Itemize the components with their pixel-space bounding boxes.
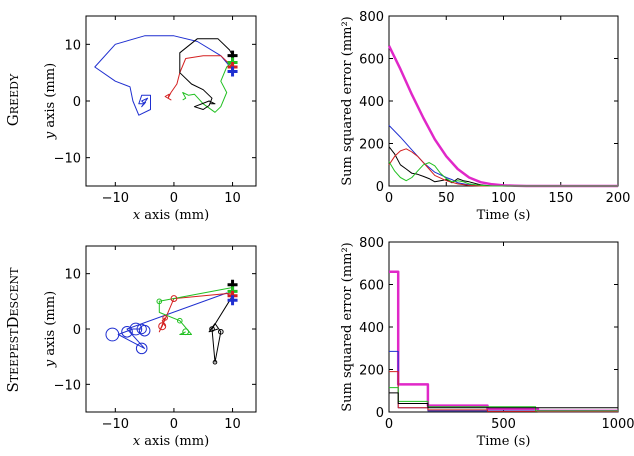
waypoint-black (212, 359, 218, 365)
x-tick-label: 0 (170, 417, 178, 432)
y-tick-label: 0 (376, 180, 384, 195)
x-tick-label: 1000 (601, 417, 634, 432)
series-red (164, 55, 233, 101)
waypoint-red (158, 322, 167, 331)
row-label-steepest-descent: STEEPESTDESCENT (4, 267, 22, 393)
waypoint-blue (121, 325, 133, 338)
waypoint-green (176, 317, 183, 324)
x-tick-label: 0 (385, 191, 393, 206)
x-tick-label: 150 (548, 191, 573, 206)
start-marker-blue (227, 295, 238, 306)
waypoint-green (156, 298, 163, 305)
series-blue (117, 292, 233, 349)
waypoint-black (209, 326, 215, 332)
y-tick-label: 10 (64, 268, 81, 283)
start-marker-blue (227, 66, 238, 77)
series-blue (94, 35, 233, 116)
y-tick-label: 400 (359, 321, 384, 336)
series-red (389, 371, 618, 412)
y-tick-label: 10 (64, 38, 81, 53)
x-tick-label: 50 (438, 191, 455, 206)
series-green (182, 60, 233, 113)
steepest-error-plot: 0 500 1000 0 200 400 600 800 Time (s) Sum squared… (340, 236, 634, 449)
x-tick-label: 0 (170, 191, 178, 206)
y-tick-label: −10 (54, 152, 81, 167)
x-tick-label: 10 (224, 417, 241, 432)
y-tick-label: 200 (359, 138, 384, 153)
series-magenta (389, 270, 618, 413)
greedy-error-plot: 0 50 100 150 200 0 200 400 600 800 Time (s) Sum squ… (340, 10, 630, 223)
x-tick-label: −10 (102, 417, 129, 432)
steepest-trajectory-plot: −10 0 10 −10 0 10 x axis (mm) y axis (mm) (43, 245, 257, 449)
waypoint-blue (129, 322, 143, 336)
x-axis-label: x axis (mm) (133, 434, 209, 449)
y-tick-label: 0 (73, 95, 81, 110)
x-tick-label: −10 (102, 191, 129, 206)
plot-frame (388, 241, 619, 413)
x-tick-label: 200 (606, 191, 631, 206)
series-black (389, 392, 618, 409)
plot-frame (85, 15, 257, 187)
series-green (158, 287, 233, 335)
waypoint-blue (138, 324, 151, 337)
y-tick-label: 0 (73, 323, 81, 338)
x-axis-label: Time (s) (477, 208, 531, 223)
greedy-trajectory-plot: −10 0 10 −10 0 10 x axis (mm) y axis (mm) (43, 15, 257, 223)
y-tick-label: 800 (359, 236, 384, 251)
x-tick-label: 100 (491, 191, 516, 206)
y-axis-label: y axis (mm) (43, 63, 58, 140)
y-tick-label: 800 (359, 10, 384, 25)
waypoint-green (182, 328, 190, 336)
x-tick-label: 500 (491, 417, 516, 432)
waypoint-blue (136, 323, 147, 335)
x-tick-label: 10 (224, 191, 241, 206)
x-axis-label: x axis (mm) (133, 208, 209, 223)
y-tick-label: 400 (359, 95, 384, 110)
series-red (388, 148, 618, 187)
waypoint-red (162, 315, 168, 321)
y-tick-label: 200 (359, 364, 384, 379)
y-axis-label: y axis (mm) (43, 291, 58, 368)
waypoint-blue (105, 327, 120, 342)
plot-frame (85, 245, 257, 413)
x-axis-label: Time (s) (477, 434, 531, 449)
y-axis-label: Sum squared error (mm²) (340, 242, 355, 412)
series-black (179, 38, 234, 110)
y-tick-label: 600 (359, 53, 384, 68)
y-tick-label: −10 (54, 378, 81, 393)
waypoint-blue (135, 342, 148, 355)
row-label-greedy: GREEDY (4, 73, 22, 126)
y-tick-label: 0 (376, 406, 384, 421)
waypoint-red (170, 295, 178, 302)
x-tick-label: 0 (385, 417, 393, 432)
plot-frame (388, 15, 619, 187)
y-axis-label: Sum squared error (mm²) (340, 16, 355, 186)
waypoint-black (218, 328, 224, 335)
series-black (388, 146, 618, 187)
series-blue (389, 350, 618, 412)
y-tick-label: 600 (359, 279, 384, 294)
series-green (388, 161, 618, 187)
